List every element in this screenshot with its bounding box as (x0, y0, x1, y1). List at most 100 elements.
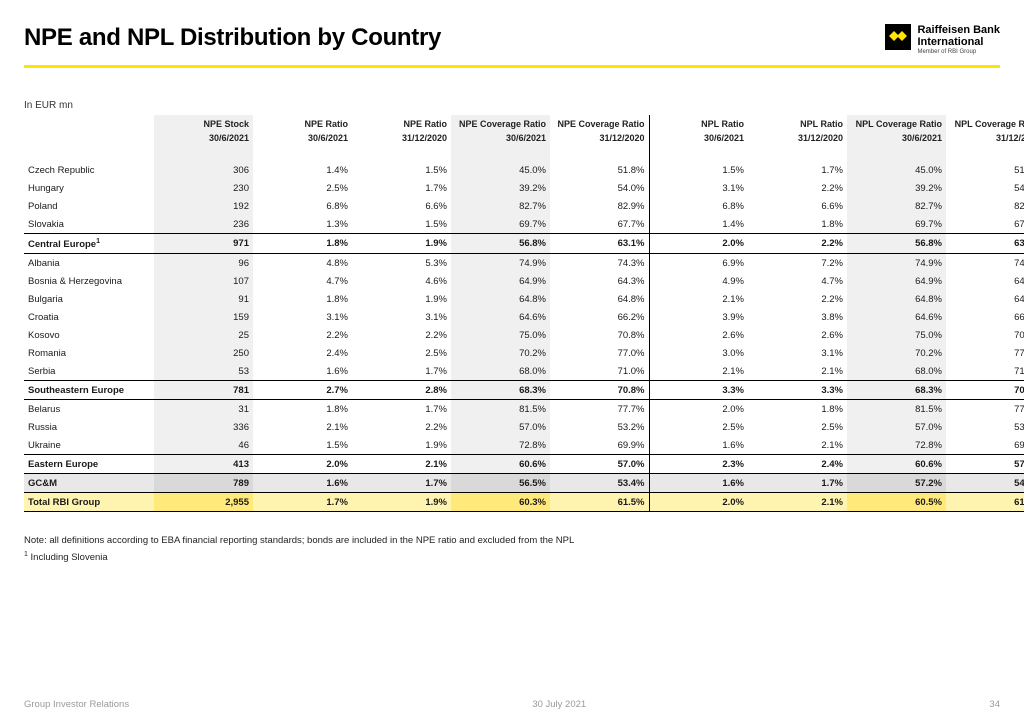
table-cell: 60.6% (847, 455, 946, 474)
column-header: NPE Stock (154, 115, 253, 132)
table-cell: 60.6% (451, 455, 550, 474)
table-cell: 1.6% (649, 474, 748, 493)
table-cell: 2.5% (748, 418, 847, 436)
table-row: Serbia531.6%1.7%68.0%71.0%2.1%2.1%68.0%7… (24, 362, 1024, 381)
row-label: Ukraine (24, 436, 154, 455)
table-row: Romania2502.4%2.5%70.2%77.0%3.0%3.1%70.2… (24, 344, 1024, 362)
column-header: NPL Ratio (649, 115, 748, 132)
table-cell: 2.6% (649, 326, 748, 344)
footnote-line: 1 Including Slovenia (24, 548, 1000, 565)
table-cell: 64.9% (847, 272, 946, 290)
row-label: Poland (24, 197, 154, 215)
table-cell: 81.5% (451, 400, 550, 419)
table-cell: 70.8% (946, 326, 1024, 344)
table-cell: 77.7% (946, 400, 1024, 419)
table-cell: 4.6% (352, 272, 451, 290)
table-cell: 230 (154, 179, 253, 197)
row-label: Bulgaria (24, 290, 154, 308)
row-label: Croatia (24, 308, 154, 326)
table-cell: 69.9% (946, 436, 1024, 455)
footer-left: Group Investor Relations (24, 699, 129, 710)
table-cell: 2.0% (649, 234, 748, 254)
table-cell: 2.4% (748, 455, 847, 474)
table-cell: 3.9% (649, 308, 748, 326)
table-cell: 74.3% (550, 254, 649, 273)
distribution-table: NPE StockNPE RatioNPE RatioNPE Coverage … (24, 115, 1024, 512)
table-row: Poland1926.8%6.6%82.7%82.9%6.8%6.6%82.7%… (24, 197, 1024, 215)
table-cell: 1.7% (748, 474, 847, 493)
table-cell: 1.5% (352, 161, 451, 179)
table-cell: 2.2% (253, 326, 352, 344)
column-header: NPE Coverage Ratio (550, 115, 649, 132)
brand-logo: Raiffeisen Bank International Member of … (885, 24, 1000, 55)
row-label: Czech Republic (24, 161, 154, 179)
table-cell: 1.7% (352, 474, 451, 493)
header: NPE and NPL Distribution by Country Raif… (24, 24, 1000, 55)
table-cell: 70.8% (946, 381, 1024, 400)
column-date: 31/12/2020 (748, 132, 847, 151)
footnote-text: Including Slovenia (28, 552, 108, 563)
table-cell: 70.2% (451, 344, 550, 362)
brand-tagline: Member of RBI Group (917, 49, 1000, 55)
table-cell: 2.0% (649, 493, 748, 512)
table-cell: 192 (154, 197, 253, 215)
table-cell: 82.9% (946, 197, 1024, 215)
table-cell: 7.2% (748, 254, 847, 273)
raiffeisen-logo-icon (885, 24, 911, 50)
row-label: Southeastern Europe (24, 381, 154, 400)
table-cell: 3.3% (649, 381, 748, 400)
table-row: Belarus311.8%1.7%81.5%77.7%2.0%1.8%81.5%… (24, 400, 1024, 419)
table-cell: 45.0% (847, 161, 946, 179)
table-cell: 306 (154, 161, 253, 179)
table-cell: 2.8% (352, 381, 451, 400)
row-label: Slovakia (24, 215, 154, 234)
brand-name-line1: Raiffeisen Bank (917, 24, 1000, 36)
row-label: Belarus (24, 400, 154, 419)
table-cell: 3.1% (649, 179, 748, 197)
footnotes: Note: all definitions according to EBA f… (24, 534, 1000, 565)
table-cell: 53.2% (550, 418, 649, 436)
table-cell: 64.6% (451, 308, 550, 326)
table-row: Croatia1593.1%3.1%64.6%66.2%3.9%3.8%64.6… (24, 308, 1024, 326)
brand-text: Raiffeisen Bank International Member of … (917, 24, 1000, 55)
table-row: Slovakia2361.3%1.5%69.7%67.7%1.4%1.8%69.… (24, 215, 1024, 234)
table-cell: 1.8% (253, 400, 352, 419)
page-root: NPE and NPL Distribution by Country Raif… (0, 0, 1024, 724)
table-cell: 54.1% (946, 474, 1024, 493)
table-cell: 45.0% (451, 161, 550, 179)
table-cell: 1.8% (748, 400, 847, 419)
table-cell: 53.4% (550, 474, 649, 493)
table-row: Ukraine461.5%1.9%72.8%69.9%1.6%2.1%72.8%… (24, 436, 1024, 455)
table-cell: 2.0% (253, 455, 352, 474)
table-cell: 57.0% (847, 418, 946, 436)
table-cell: 72.8% (451, 436, 550, 455)
table-cell: 2.6% (748, 326, 847, 344)
table-row: Albania964.8%5.3%74.9%74.3%6.9%7.2%74.9%… (24, 254, 1024, 273)
table-cell: 96 (154, 254, 253, 273)
table-cell: 2.2% (748, 179, 847, 197)
table-cell: 6.6% (352, 197, 451, 215)
column-date: 30/6/2021 (649, 132, 748, 151)
table-cell: 1.5% (253, 436, 352, 455)
table-cell: 64.8% (946, 290, 1024, 308)
column-date: 30/6/2021 (253, 132, 352, 151)
table-cell: 39.2% (847, 179, 946, 197)
table-cell: 6.8% (253, 197, 352, 215)
footer-right: 34 (989, 699, 1000, 710)
unit-label: In EUR mn (24, 100, 1000, 111)
table-cell: 57.0% (946, 455, 1024, 474)
table-cell: 70.2% (847, 344, 946, 362)
row-label: Serbia (24, 362, 154, 381)
table-cell: 31 (154, 400, 253, 419)
table-cell: 69.7% (847, 215, 946, 234)
column-date: 31/12/2020 (352, 132, 451, 151)
table-cell: 53.2% (946, 418, 1024, 436)
table-cell: 66.2% (550, 308, 649, 326)
table-cell: 3.1% (748, 344, 847, 362)
table-cell: 74.9% (847, 254, 946, 273)
table-cell: 107 (154, 272, 253, 290)
column-date: 30/6/2021 (154, 132, 253, 151)
table-cell: 91 (154, 290, 253, 308)
table-cell: 5.3% (352, 254, 451, 273)
table-cell: 69.7% (451, 215, 550, 234)
